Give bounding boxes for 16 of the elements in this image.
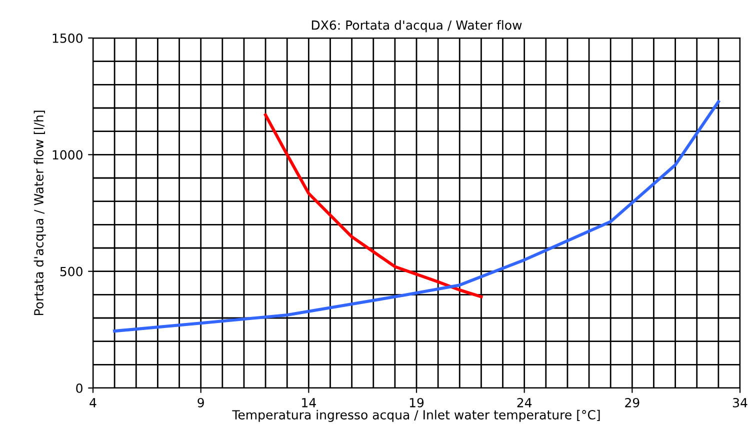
x-tick-label: 19	[410, 398, 424, 408]
y-tick-label: 0	[76, 383, 82, 393]
x-tick-label: 9	[198, 398, 204, 408]
x-tick-label: 24	[517, 398, 532, 408]
y-axis-title: Portata d'acqua / Water flow [l/h]	[34, 110, 46, 316]
x-tick-label: 14	[302, 398, 316, 408]
y-tick-label: 1500	[52, 33, 82, 43]
chart-title: DX6: Portata d'acqua / Water flow	[312, 20, 522, 32]
x-tick-label: 4	[90, 398, 96, 408]
y-tick-label: 500	[60, 266, 82, 276]
line-series	[264, 113, 483, 298]
line-series	[113, 100, 720, 333]
x-tick-label: 29	[625, 398, 640, 408]
y-tick-label: 1000	[52, 150, 82, 160]
x-axis-title: Temperatura ingresso acqua / Inlet water temperature [°C]	[232, 410, 600, 422]
x-tick-label: 34	[733, 398, 748, 408]
